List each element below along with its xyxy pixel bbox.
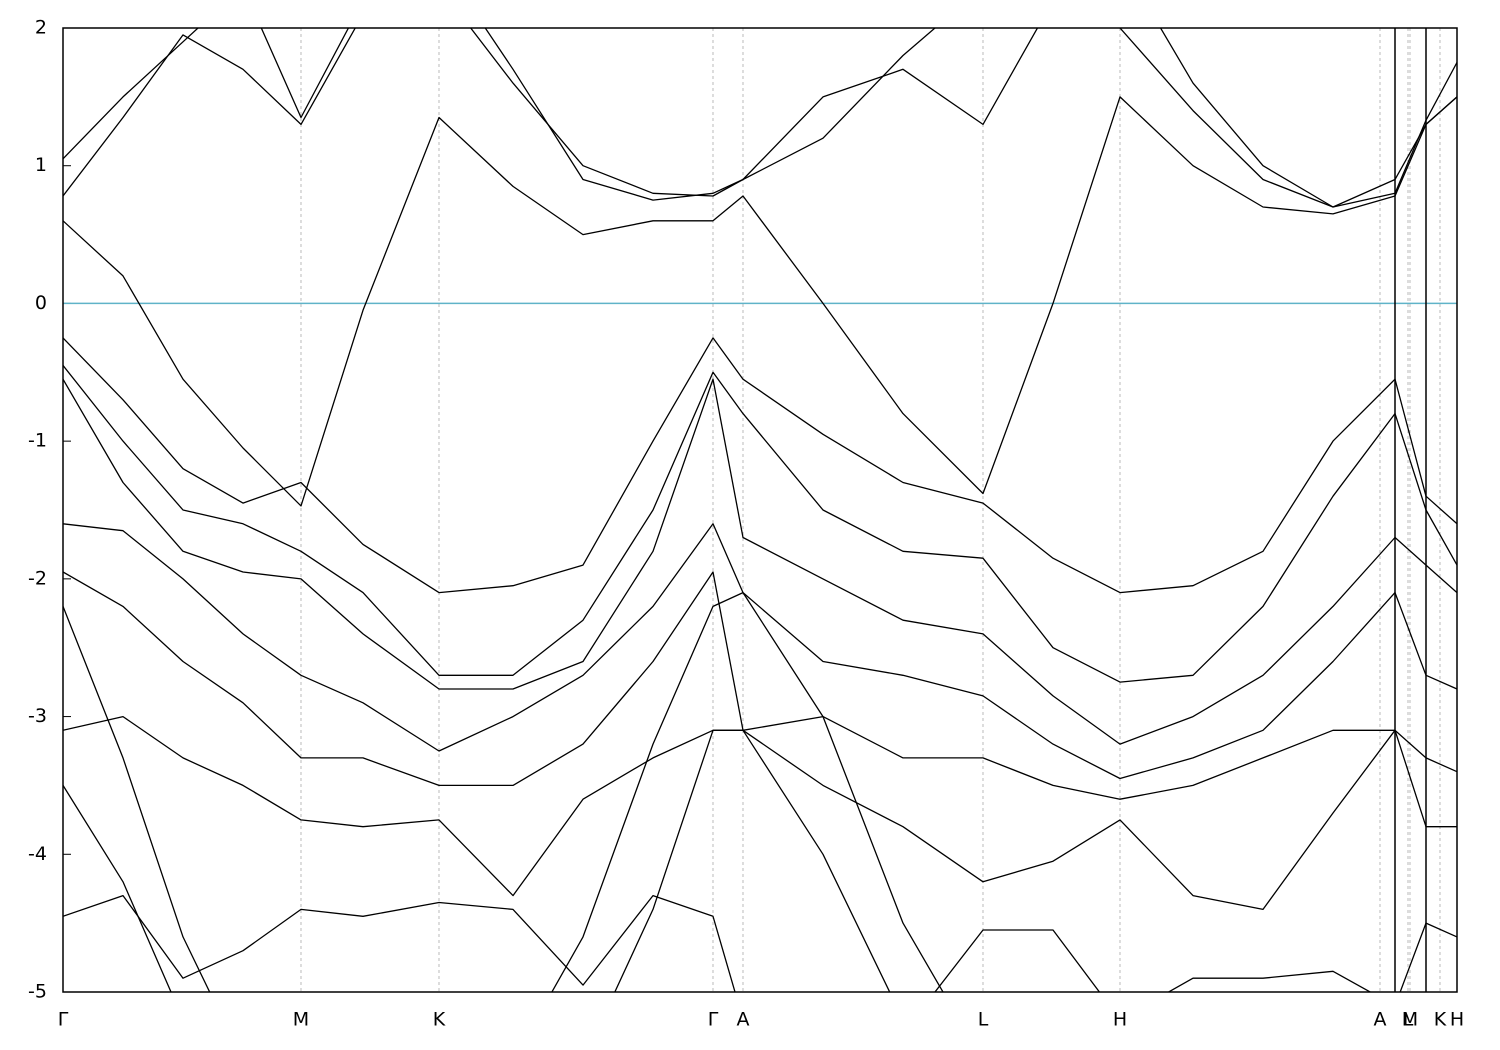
x-tick-label: M	[1402, 1009, 1418, 1031]
band-line	[63, 378, 1457, 745]
x-tick-label: Γ	[708, 1009, 719, 1031]
band-line	[63, 28, 1457, 208]
x-tick-label: Γ	[58, 1009, 69, 1031]
x-tick-label: M	[293, 1009, 309, 1031]
band-line	[63, 364, 1457, 683]
y-tick-label: 1	[35, 154, 47, 176]
band-line	[63, 96, 1457, 507]
bands	[63, 28, 1457, 992]
y-tick-label: 0	[35, 292, 47, 314]
y-tick-label: -4	[28, 843, 47, 865]
x-tick-label: K	[1434, 1009, 1447, 1031]
band-line	[63, 715, 1457, 911]
y-tick-label: 2	[35, 17, 47, 39]
grid-layer	[62, 27, 1458, 993]
band-line	[63, 337, 1457, 594]
band-line	[63, 523, 1457, 780]
x-tick-label: A	[737, 1009, 750, 1031]
x-tick-label: K	[433, 1009, 446, 1031]
plot-frame	[62, 27, 1458, 993]
band-line	[63, 894, 1457, 992]
band-line	[63, 591, 944, 992]
y-tick-label: -3	[28, 705, 47, 727]
y-tick-label: -2	[28, 567, 47, 589]
band-line	[63, 729, 891, 992]
x-tick-label: A	[1374, 1009, 1387, 1031]
x-tick-label: H	[1113, 1009, 1127, 1031]
y-tick-label: -5	[28, 981, 47, 1003]
band-line	[63, 571, 1457, 800]
band-line	[63, 28, 1457, 208]
x-tick-label: L	[978, 1009, 989, 1031]
x-tick-label: L	[1403, 1009, 1414, 1031]
y-tick-label: -1	[28, 430, 47, 452]
x-tick-label: H	[1450, 1009, 1464, 1031]
